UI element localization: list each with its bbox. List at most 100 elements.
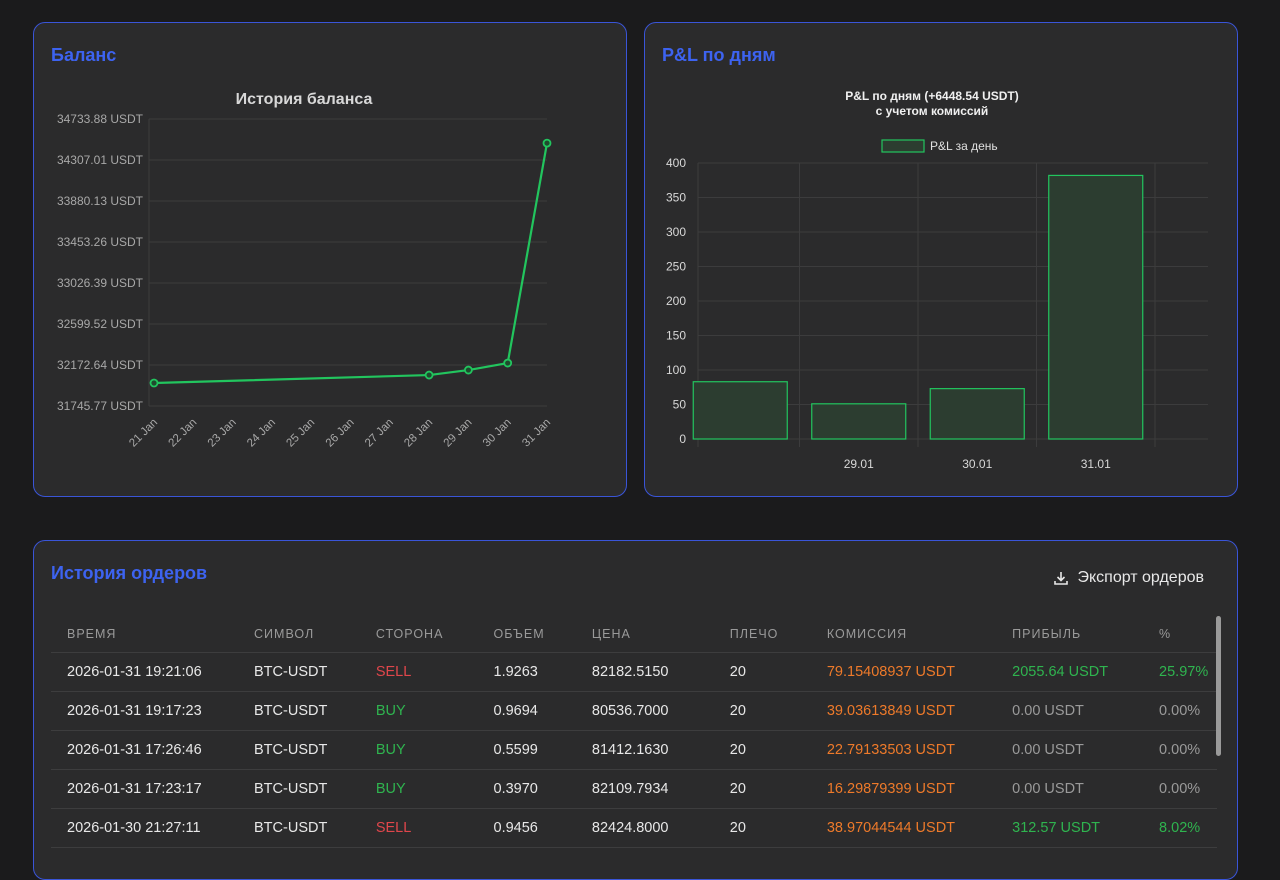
cell-side: BUY (359, 691, 478, 731)
cell-leverage: 20 (713, 730, 811, 770)
balance-chart: История баланса 34733.88 USDT 34307.01 USD… (57, 91, 553, 450)
column-header[interactable]: КОМИССИЯ (810, 616, 997, 653)
cell-fee: 38.97044544 USDT (810, 808, 997, 848)
cell-volume: 0.9694 (477, 691, 576, 731)
cell-volume: 0.5599 (477, 730, 576, 770)
cell-symbol: BTC-USDT (238, 691, 360, 731)
cell-price: 82182.5150 (575, 652, 714, 692)
bar (929, 388, 1025, 440)
cell-leverage: 20 (713, 808, 811, 848)
cell-leverage: 20 (713, 691, 811, 731)
cell-profit: 0.00 USDT (996, 691, 1144, 731)
balance-card: Баланс История баланса 34733.88 USDT 34307… (33, 22, 627, 497)
x-tick-label: 30.01 (962, 457, 992, 471)
pnl-chart: P&L по дням (+6448.54 USDT)с учетом коми… (666, 89, 1208, 471)
y-tick-label: 150 (666, 329, 686, 343)
cell-price: 81412.1630 (575, 730, 714, 770)
cell-symbol: BTC-USDT (238, 769, 360, 809)
cell-symbol: BTC-USDT (238, 808, 360, 848)
bar (692, 381, 788, 440)
y-tick-label: 33453.26 USDT (57, 235, 144, 249)
cell-fee: 22.79133503 USDT (810, 730, 997, 770)
table-row[interactable]: 2026-01-30 21:27:11 BTC-USDT SELL 0.9456 824… (51, 808, 1217, 848)
x-tick-label: 31.01 (1081, 457, 1111, 471)
y-tick-label: 32599.52 USDT (57, 317, 144, 331)
column-header[interactable]: % (1143, 616, 1217, 653)
table-row[interactable]: 2026-01-31 17:23:17 BTC-USDT BUY 0.3970 8210… (51, 769, 1217, 809)
y-tick-label: 100 (666, 363, 686, 377)
y-tick-label: 350 (666, 191, 686, 205)
column-header[interactable]: СИМВОЛ (238, 616, 360, 653)
cell-time: 2026-01-31 19:21:06 (51, 652, 239, 692)
table-row[interactable]: 2026-01-31 17:26:46 BTC-USDT BUY 0.5599 8141… (51, 730, 1217, 770)
column-header[interactable]: ПРИБЫЛЬ (996, 616, 1144, 653)
y-tick-label: 33026.39 USDT (57, 276, 144, 290)
chart-title: с учетом комиссий (876, 104, 989, 118)
column-header[interactable]: ПЛЕЧО (713, 616, 811, 653)
x-tick-label: 21 Jan (127, 417, 160, 450)
pnl-title: P&L по дням (662, 45, 776, 65)
y-tick-label: 32172.64 USDT (57, 358, 144, 372)
cell-volume: 0.9456 (477, 808, 576, 848)
x-tick-label: 25 Jan (284, 417, 317, 450)
y-tick-label: 300 (666, 225, 686, 239)
column-header[interactable]: ОБЪЕМ (477, 616, 576, 653)
cell-time: 2026-01-31 19:17:23 (51, 691, 239, 731)
cell-percent: 0.00% (1143, 769, 1217, 809)
x-tick-label: 31 Jan (520, 417, 553, 450)
bar (811, 403, 907, 440)
cell-price: 82109.7934 (575, 769, 714, 809)
cell-volume: 1.9263 (477, 652, 576, 692)
data-point (542, 138, 552, 148)
cell-price: 80536.7000 (575, 691, 714, 731)
data-point (424, 370, 434, 380)
cell-price: 82424.8000 (575, 808, 714, 848)
x-tick-label: 27 Jan (363, 417, 396, 450)
cell-leverage: 20 (713, 652, 811, 692)
x-tick-label: 30 Jan (481, 417, 514, 450)
cell-profit: 0.00 USDT (996, 769, 1144, 809)
cell-side: SELL (359, 808, 478, 848)
balance-title: Баланс (51, 45, 117, 65)
cell-percent: 25.97% (1143, 652, 1217, 692)
x-tick-label: 29 Jan (442, 417, 475, 450)
cell-fee: 79.15408937 USDT (810, 652, 997, 692)
orders-table: ВРЕМЯ СИМВОЛ СТОРОНА ОБЪЕМ ЦЕНА ПЛЕЧО КОМИССИЯ… (51, 616, 1217, 848)
cell-profit: 0.00 USDT (996, 730, 1144, 770)
cell-profit: 312.57 USDT (996, 808, 1144, 848)
download-icon (1054, 572, 1069, 585)
cell-leverage: 20 (713, 769, 811, 809)
cell-side: BUY (359, 769, 478, 809)
column-header[interactable]: СТОРОНА (359, 616, 478, 653)
cell-fee: 16.29879399 USDT (810, 769, 997, 809)
cell-time: 2026-01-31 17:23:17 (51, 769, 239, 809)
legend-label: P&L за день (930, 139, 998, 153)
y-tick-label: 34733.88 USDT (57, 112, 144, 126)
table-scrollbar[interactable] (1216, 616, 1221, 756)
x-tick-label: 26 Jan (324, 417, 357, 450)
cell-time: 2026-01-31 17:26:46 (51, 730, 239, 770)
x-tick-label: 28 Jan (402, 417, 435, 450)
cell-volume: 0.3970 (477, 769, 576, 809)
table-row[interactable]: 2026-01-31 19:21:06 BTC-USDT SELL 1.9263 821… (51, 652, 1217, 692)
table-row[interactable]: 2026-01-31 19:17:23 BTC-USDT BUY 0.9694 8053… (51, 691, 1217, 731)
x-tick-label: 22 Jan (167, 417, 200, 450)
cell-symbol: BTC-USDT (238, 652, 360, 692)
data-point (503, 358, 513, 368)
data-point (463, 365, 473, 375)
chart-title: История баланса (236, 91, 373, 108)
y-tick-label: 400 (666, 156, 686, 170)
column-header[interactable]: ВРЕМЯ (51, 616, 239, 653)
y-tick-label: 200 (666, 294, 686, 308)
cell-time: 2026-01-30 21:27:11 (51, 808, 239, 848)
legend-swatch (881, 139, 925, 153)
y-tick-label: 0 (679, 432, 686, 446)
cell-percent: 0.00% (1143, 691, 1217, 731)
x-tick-label: 24 Jan (245, 417, 278, 450)
column-header[interactable]: ЦЕНА (575, 616, 714, 653)
y-tick-label: 50 (673, 398, 687, 412)
x-tick-label: 23 Jan (206, 417, 239, 450)
export-orders-button[interactable]: Экспорт ордеров (1053, 569, 1204, 587)
cell-profit: 2055.64 USDT (996, 652, 1144, 692)
cell-symbol: BTC-USDT (238, 730, 360, 770)
